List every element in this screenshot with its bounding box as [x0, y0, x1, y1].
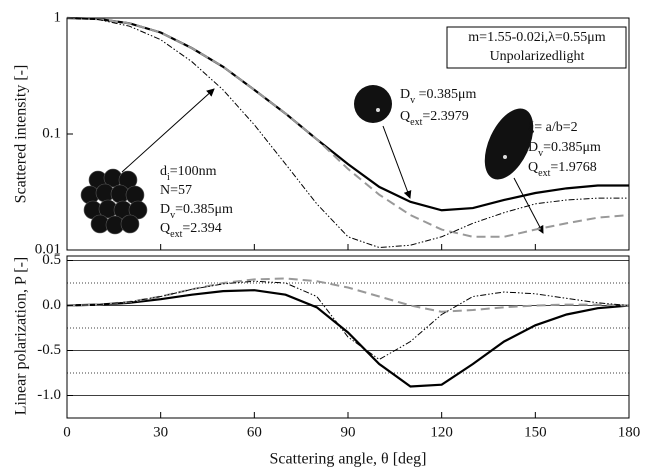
plot-frame — [66, 17, 630, 251]
annotation-part: ξ= a/b=2 — [528, 120, 578, 135]
annotation-part: ext — [538, 168, 550, 179]
y-tick-label: -1.0 — [37, 387, 61, 403]
sphere-image — [354, 85, 392, 123]
annotation-part: =0.385μm — [415, 87, 476, 102]
annotation-part: v — [538, 148, 543, 159]
spheroid-highlight — [503, 155, 507, 159]
annotation: Dv =0.385μm — [400, 87, 477, 106]
x-tick-label: 60 — [247, 424, 262, 440]
annotation-part: N=57 — [160, 183, 192, 198]
y-tick-label: 1 — [54, 9, 62, 25]
annotation: Qext=1.9768 — [528, 160, 597, 179]
annotation-part: D — [400, 87, 410, 102]
series-line — [66, 289, 630, 388]
y-tick-label: 0.01 — [35, 241, 61, 257]
annotation-part: Q — [400, 109, 410, 124]
x-axis-label: Scattering angle, θ [deg] — [270, 451, 427, 468]
annotation: Qext=2.3979 — [400, 109, 469, 128]
info-text: m=1.55-0.02i,λ=0.55μm — [468, 30, 606, 45]
sphere-highlight — [376, 108, 380, 112]
annotation-part: =100nm — [170, 164, 217, 179]
series-line — [66, 277, 630, 313]
x-tick-label: 0 — [63, 424, 71, 440]
annotation-part: ext — [170, 229, 182, 240]
y-tick-label: 0.0 — [42, 297, 61, 313]
y-tick-label: 0.1 — [42, 125, 61, 141]
annotation: Dv=0.385μm — [528, 140, 601, 159]
annotation-part: =2.394 — [182, 221, 221, 236]
arrow — [121, 88, 215, 173]
annotation-part: v — [170, 210, 175, 221]
annotation-part: D — [528, 140, 538, 155]
annotation: di=100nm — [160, 164, 217, 183]
arrow — [382, 125, 412, 199]
annotation: N=57 — [160, 183, 192, 198]
spheroid-image — [484, 108, 534, 180]
series-line — [66, 17, 630, 238]
y-axis-label: Linear polarization, P [-] — [13, 257, 30, 415]
annotation-part: =1.9768 — [550, 160, 596, 175]
annotation: Qext=2.394 — [160, 221, 222, 240]
series-line — [66, 16, 629, 212]
y-tick-label: -0.5 — [37, 342, 61, 358]
annotation-part: v — [410, 95, 415, 106]
info-box — [446, 26, 627, 69]
y-axis-label: Scattered intensity [-] — [13, 65, 30, 204]
x-tick-label: 180 — [618, 424, 641, 440]
annotation: ξ= a/b=2 — [528, 120, 578, 135]
annotation-part: =2.3979 — [422, 109, 468, 124]
plot-frame — [66, 255, 630, 419]
series-line — [66, 17, 629, 249]
annotation: Dv=0.385μm — [160, 202, 233, 221]
x-tick-label: 150 — [524, 424, 547, 440]
x-tick-label: 90 — [341, 424, 356, 440]
annotation-part: D — [160, 202, 170, 217]
annotation-part: =0.385μm — [175, 202, 233, 217]
x-tick-label: 30 — [153, 424, 168, 440]
annotation-part: d — [160, 164, 167, 179]
annotation-part: =0.385μm — [543, 140, 601, 155]
aggregate-image — [80, 168, 148, 235]
x-tick-label: 120 — [430, 424, 453, 440]
series-line — [66, 280, 630, 361]
y-tick-label: 0.5 — [42, 252, 61, 268]
annotation-part: Q — [528, 160, 538, 175]
annotation-part: Q — [160, 221, 170, 236]
annotation-part: ext — [410, 117, 422, 128]
info-text: Unpolarizedlight — [490, 49, 585, 64]
annotation-part: i — [167, 172, 170, 183]
